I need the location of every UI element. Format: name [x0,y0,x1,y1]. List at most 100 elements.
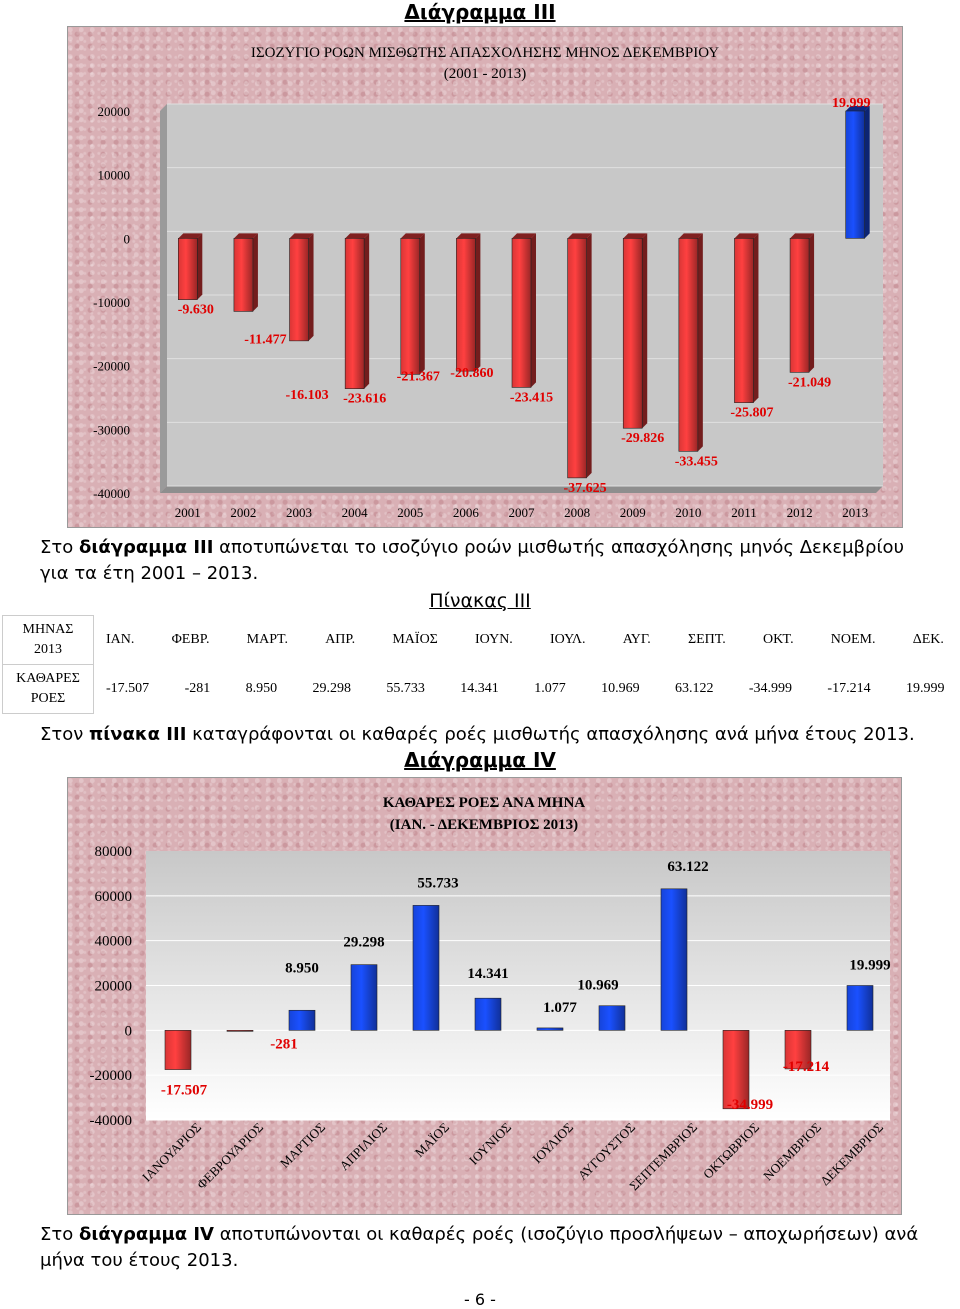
chart-iii-data-label: -25.807 [730,406,773,421]
chart-iii-bar [511,238,532,388]
chart-iii-bar-top [456,233,481,239]
table-value-4: 55.733 [386,681,425,696]
table-value-8: 63.122 [674,681,714,696]
chart-iv-data-label: 55.733 [417,875,458,891]
chart-iii-data-label: -11.477 [244,332,286,347]
chart-iv: ΚΑΘΑΡΕΣ ΡΟΕΣ ΑΝΑ ΜΗΝΑ (ΙΑΝ. - ΔΕΚΕΜΒΡΙΟΣ… [90,795,891,1193]
chart-iv-bar [474,997,502,1031]
diagram-iii-heading: Διάγραμμα ΙΙΙ [404,0,556,24]
chart-iv-ytick: 0 [125,1023,133,1039]
chart-iv-panel: ΚΑΘΑΡΕΣ ΡΟΕΣ ΑΝΑ ΜΗΝΑ (ΙΑΝ. - ΔΕΚΕΜΒΡΙΟΣ… [67,777,902,1215]
chart-iii-bar-side [586,233,592,478]
table-month-3: ΑΠΡ. [325,632,356,647]
chart-iii-xtick: 2008 [564,505,590,520]
chart-iii-data-label: 19.999 [832,96,871,111]
chart-iii-ytick: -10000 [93,295,130,310]
table-value-5: 14.341 [460,681,499,696]
chart-iv-bar [660,888,688,1031]
chart-iii-ytick: 20000 [98,104,131,119]
chart-iv-xtick: ΙΟΥΝΙΟΣ [466,1120,514,1168]
chart-iii-data-label: -21.049 [788,375,831,390]
chart-iii-bar-top [734,233,759,239]
chart-iii-bar [344,238,365,389]
chart-iii-bar-top [178,233,203,239]
chart-iii-plot-floor [160,486,883,493]
chart-iii-ytick: -20000 [93,359,130,374]
chart-iii-bar [400,238,421,375]
chart-iii-xtick: 2011 [731,505,757,520]
chart-iii-xtick: 2009 [620,505,646,520]
chart-iv-data-label: -281 [270,1036,298,1052]
chart-iii-bar-side [364,233,370,389]
chart-iv-title: ΚΑΘΑΡΕΣ ΡΟΕΣ ΑΝΑ ΜΗΝΑ [383,795,585,811]
chart-iii-data-label: -29.826 [621,431,664,446]
chart-iv-data-label: -34.999 [727,1097,773,1113]
chart-iv-data-label: -17.507 [161,1082,208,1098]
chart-iii-bar-top [345,233,370,239]
table-value-3: 29.298 [312,681,352,696]
chart-iv-xtick: ΜΑΪΟΣ [412,1120,452,1160]
table-month-6: ΙΟΥΛ. [550,632,586,647]
chart-iv-data-label: -17.214 [783,1059,830,1075]
table-value-2: 8.950 [245,681,278,696]
chart-iii-xtick: 2013 [842,505,868,520]
chart-iv-bar [226,1030,254,1032]
page-number: - 6 - [464,1290,496,1309]
chart-iii-bar-top [678,233,703,239]
chart-iv-xtick: ΑΥΓΟΥΣΤΟΣ [575,1120,638,1183]
chart-iii-bar-side [197,233,203,300]
table-month-2: ΜΑΡΤ. [246,632,288,647]
table-month-4: ΜΑΪΟΣ [392,632,438,647]
table-value-10: -17.214 [827,681,871,696]
chart-iii-bar-side [531,233,536,388]
table-month-10: ΝΟΕΜ. [830,632,876,647]
chart-iii-bar [734,238,754,403]
chart-iii-data-label: -37.625 [564,481,607,496]
chart-iii-xtick: 2003 [286,505,312,520]
table-row: ΚΑΘΑΡΕΣ ΡΟΕΣ -17.507 -281 8.950 29.298 55.733… [2,664,957,714]
chart-iii-data-label: -21.367 [397,369,440,384]
chart-iii-xtick: 2012 [787,505,813,520]
chart-iv-data-label: 29.298 [343,935,384,951]
chart-iv-ytick: 20000 [95,979,133,995]
chart-iv-subtitle: (ΙΑΝ. - ΔΕΚΕΜΒΡΙΟΣ 2013) [390,817,578,833]
chart-iii-xtick: 2002 [230,505,256,520]
chart-iii-bar-side [308,233,314,341]
chart-iii-bar-top [289,233,314,239]
chart-iv-data-label: 14.341 [467,966,508,982]
chart-iii-xtick: 2010 [675,505,701,520]
chart-iv-xtick: ΟΚΤΩΒΡΙΟΣ [700,1120,762,1182]
chart-iv-description: Στο διάγραμμα IV αποτυπώνονται οι καθαρέ… [40,1224,919,1271]
diagram-iv-heading: Διάγραμμα ΙV [404,748,556,772]
chart-iv-xtick: ΑΠΡΙΛΙΟΣ [336,1120,390,1174]
chart-iv-bar [536,1027,564,1031]
table-month-8: ΣΕΠΤ. [687,632,726,647]
chart-iii-plot-side [160,104,167,493]
chart-iv-bar [412,905,440,1031]
chart-iv-bar [288,1009,316,1031]
chart-iii-xtick: 2001 [175,505,201,520]
chart-iii-bar-side [809,233,815,373]
table-header-flows: ΚΑΘΑΡΕΣ ΡΟΕΣ [2,664,94,714]
chart-iv-xtick: ΜΑΡΤΙΟΣ [277,1120,328,1171]
chart-iv-data-label: 8.950 [285,960,319,976]
chart-iii-bar-top [845,106,870,112]
chart-iii-bar-top [790,233,815,239]
chart-iv-xtick: ΙΟΥΛΙΟΣ [529,1120,576,1167]
chart-iv-xtick: ΝΟΕΜΒΡΙΟΣ [760,1120,824,1184]
chart-iii-bar [233,238,254,312]
chart-iv-bar [598,1005,626,1031]
chart-iii-bar [456,238,476,372]
chart-iii-panel: ΙΣΟΖΥΓΙΟ ΡΟΩΝ ΜΙΣΘΩΤΗΣ ΑΠΑΣΧΟΛΗΣΗΣ ΜΗΝΟΣ… [67,26,903,528]
chart-iii-xtick: 2007 [509,505,536,520]
chart-iii-bar [789,238,810,373]
chart-iv-bar [722,1030,750,1110]
chart-iii-bar [622,238,643,429]
chart-iii-bar [178,238,198,300]
chart-iii-xtick: 2006 [453,505,480,520]
chart-iii-bar-top [567,233,592,239]
table-value-1: -281 [184,681,211,696]
chart-iii-data-label: -23.616 [343,392,386,407]
chart-iii-bar-side [252,233,258,312]
table-values-cell: -17.507 -281 8.950 29.298 55.733 14.341 1.077 1… [94,665,957,714]
